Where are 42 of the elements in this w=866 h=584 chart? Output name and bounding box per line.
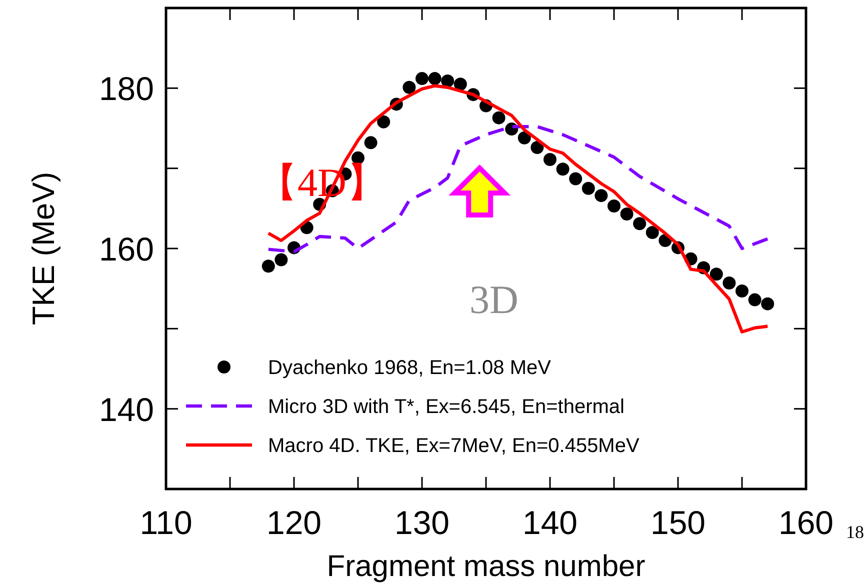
point [402,80,416,94]
legend-label: Dyachenko 1968, En=1.08 MeV [268,357,552,379]
point [722,276,736,290]
point [582,182,595,195]
point [454,78,467,91]
point [569,172,582,186]
point [620,208,634,221]
point [441,74,454,88]
point [492,111,506,124]
legend-label: Micro 3D with T*, Ex=6.545, En=thermal [268,396,624,418]
point [761,297,774,310]
y-tick-label: 180 [98,70,154,108]
point [274,253,288,266]
y-tick-label: 160 [98,230,154,268]
x-tick-label: 150 [650,504,706,541]
point [544,153,556,166]
y-tick-label: 140 [98,390,154,428]
point [594,189,608,202]
point [633,217,646,230]
x-tick-label: 160 [778,504,834,541]
x-tick-label: 110 [140,504,192,541]
point [416,72,428,86]
point [646,226,659,239]
y-axis-title: TKE (MeV) [26,172,61,326]
x-tick-label: 120 [266,504,322,541]
x-tick-label: 140 [522,504,578,541]
point [530,140,544,154]
point [748,293,762,306]
point [262,260,275,273]
text: 18 [846,522,864,542]
annotation: 3D [470,277,518,322]
point [736,284,748,298]
point [710,268,723,281]
point [608,200,620,213]
legend-label: Macro 4D. TKE, Ex=7MeV, En=0.455MeV [268,435,640,457]
point [364,136,378,150]
point [377,115,390,128]
point [556,162,570,176]
x-axis-title: Fragment mass number [326,550,646,583]
point [518,131,531,144]
point [428,72,442,86]
x-tick-label: 130 [394,504,450,541]
